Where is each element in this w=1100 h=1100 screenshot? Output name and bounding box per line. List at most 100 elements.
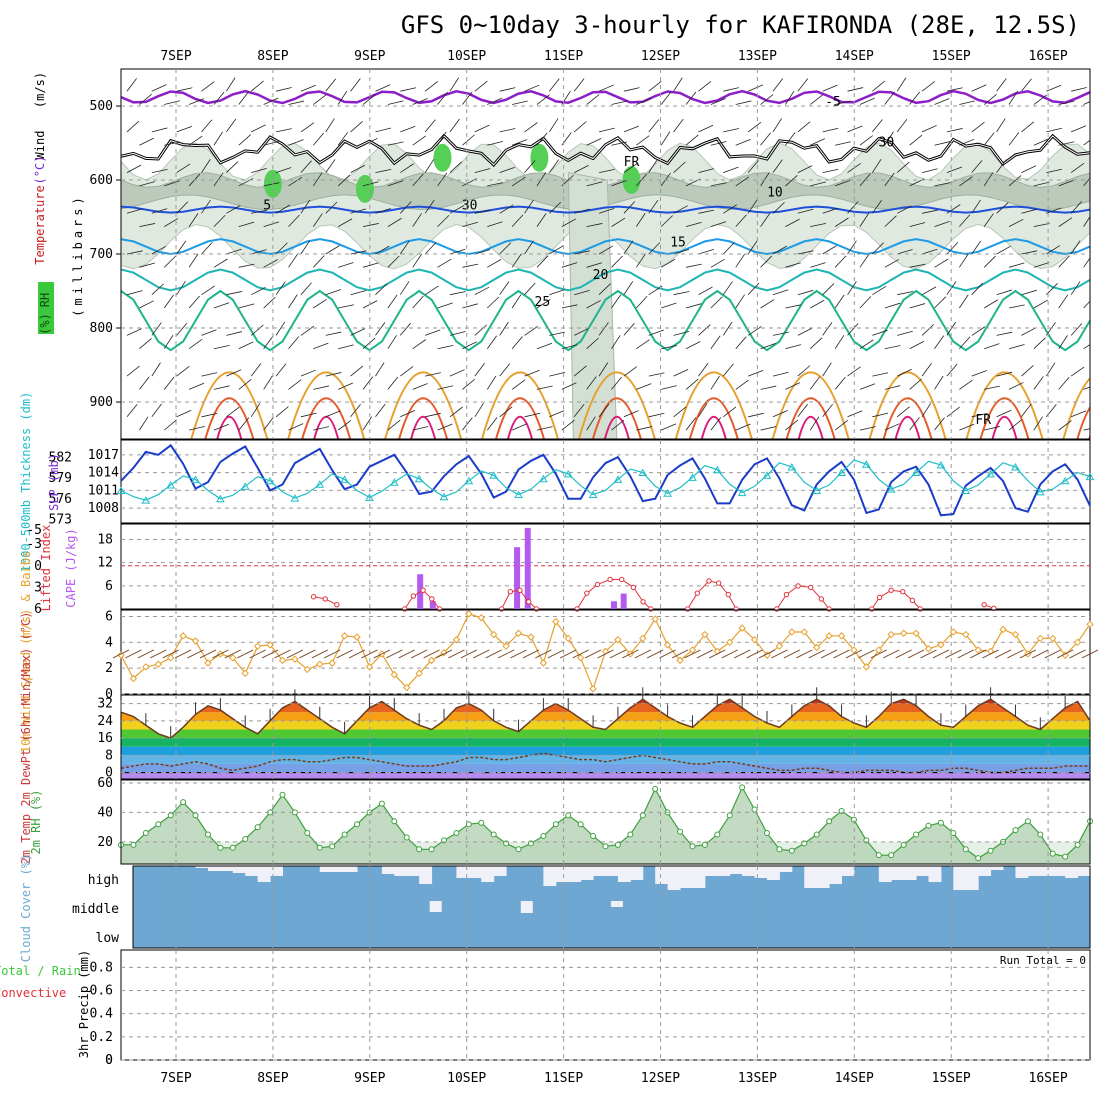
wind-speed-point	[452, 636, 461, 644]
wind-barb	[350, 121, 363, 133]
cloud-gap	[319, 866, 333, 872]
rh2m-point	[378, 800, 385, 807]
wind-speed-point	[750, 636, 759, 644]
rh2m-point	[204, 831, 211, 838]
thickness-point	[837, 468, 846, 477]
date-tick-label: 11SEP	[544, 49, 583, 64]
li-point	[684, 606, 691, 612]
wind-barb	[748, 412, 764, 418]
rh2m-point	[1024, 818, 1031, 825]
wind-barb	[1021, 289, 1037, 296]
wind-barb-10m	[373, 649, 391, 659]
wind-barb-10m	[845, 649, 863, 659]
li-point	[401, 606, 408, 612]
wind-barb	[1008, 344, 1025, 350]
cloud-gap	[953, 866, 967, 890]
isotherm-35	[700, 416, 727, 439]
wind-barb	[226, 118, 237, 133]
temp-band	[121, 712, 1090, 721]
wind-speed-point	[489, 630, 498, 639]
wind-barb	[710, 417, 722, 431]
temp-band	[121, 699, 1090, 704]
wind-barb	[536, 94, 550, 105]
wind-barb	[710, 335, 721, 349]
wind-speed-point	[427, 656, 436, 665]
thickness-point	[663, 489, 672, 497]
wind-barb-10m	[597, 649, 614, 659]
contour-label: 30	[879, 136, 895, 151]
wind-barb	[934, 335, 945, 349]
wind-barb	[735, 336, 747, 349]
precip-tick-label: 0	[105, 1053, 113, 1068]
wind-barb	[921, 403, 932, 418]
wind-barb	[400, 366, 414, 377]
wind-barb	[909, 303, 926, 309]
thickness-point	[688, 473, 697, 481]
wind-barb	[859, 135, 873, 146]
wind-barb	[760, 213, 771, 227]
wind-barb	[673, 291, 690, 296]
wind-barb	[226, 369, 242, 377]
wind-barb	[1033, 376, 1044, 390]
wind-barb	[126, 250, 143, 255]
date-tick-label: 13SEP	[738, 49, 777, 64]
wind-barb	[437, 215, 450, 227]
wind-barb	[661, 302, 677, 309]
wind-barb	[959, 336, 971, 349]
wind-barb	[797, 403, 808, 418]
wind-barb	[1021, 121, 1035, 133]
wind-barb-10m	[584, 649, 602, 659]
wind-barb-10m	[212, 649, 229, 659]
wind-barb	[760, 132, 771, 146]
wind-barb	[921, 248, 938, 255]
wind-speed-point	[937, 641, 945, 649]
wind-barb	[623, 323, 635, 336]
wind-barb	[611, 335, 621, 349]
wind-barb	[598, 84, 614, 92]
date-axis-bottom: 7SEP 8SEP 9SEP 10SEP 11SEP 12SEP 13SEP 14SEP 15S…	[160, 1071, 1067, 1086]
wind-barb-10m	[1044, 649, 1061, 659]
rh2m-point	[764, 830, 770, 837]
wind-barb	[946, 242, 959, 255]
wind-barb	[511, 139, 528, 146]
isotherm-30	[979, 397, 1030, 439]
cloud-gap	[829, 866, 843, 884]
wind-barb	[934, 417, 945, 431]
wind-barb	[201, 242, 213, 255]
wind-barb	[723, 242, 735, 255]
wind-barb	[872, 412, 889, 418]
cape-tick-label: 6	[105, 579, 113, 594]
cloud-gaps	[195, 866, 1090, 913]
wind-barb	[810, 299, 825, 309]
wind-barb	[139, 300, 154, 309]
wind-barb	[822, 168, 839, 173]
wind-barb	[139, 181, 155, 187]
wind-barb	[971, 282, 984, 295]
li-point	[594, 581, 601, 588]
wind-barb	[648, 372, 665, 377]
wind-barb	[1058, 100, 1075, 105]
wind-barb	[747, 326, 762, 336]
wind-barb	[263, 335, 274, 349]
wind-barb	[524, 160, 536, 173]
wind-barb	[710, 375, 720, 390]
wind-barb	[834, 255, 847, 268]
wind-speed-point	[353, 633, 361, 641]
wind-barb	[710, 221, 727, 227]
li-point	[795, 583, 801, 589]
rh2m-point	[465, 821, 472, 828]
wind-barb	[375, 403, 386, 418]
wind-barb	[785, 90, 795, 105]
cloud-gap	[220, 866, 234, 871]
thickness-point	[265, 476, 275, 485]
wind-barb	[710, 141, 727, 146]
wind-barb	[1033, 337, 1046, 350]
wind-barb	[499, 128, 516, 133]
rh2m-point	[875, 852, 882, 859]
date-tick-label: 9SEP	[354, 1071, 385, 1086]
wind-barb	[934, 182, 951, 187]
wind-barb	[611, 255, 623, 268]
wind-barb	[151, 283, 164, 295]
wind-barb	[362, 337, 376, 350]
